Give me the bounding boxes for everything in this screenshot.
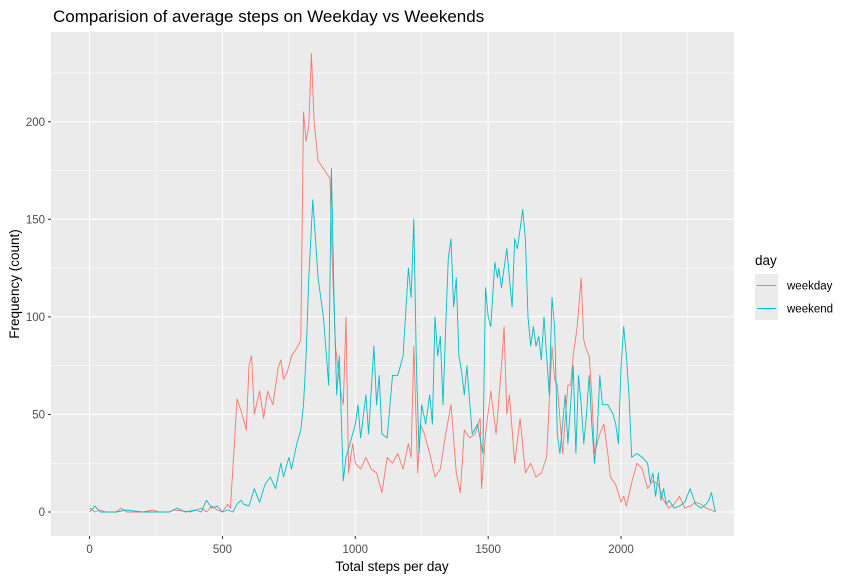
y-tick-label: 200 bbox=[26, 117, 45, 129]
legend-label-weekend: weekend bbox=[786, 304, 833, 316]
x-tick-label: 1000 bbox=[342, 544, 368, 556]
series-line-weekend bbox=[89, 168, 716, 513]
legend-label-weekday: weekday bbox=[786, 281, 833, 293]
major-grid bbox=[51, 32, 734, 536]
x-axis: 0 500 1000 1500 2000 bbox=[86, 536, 634, 556]
x-tick-label: 1500 bbox=[475, 544, 501, 556]
y-axis: 0 50 100 150 200 bbox=[26, 117, 51, 519]
plot-panel bbox=[51, 32, 734, 536]
chart-title: Comparision of average steps on Weekday … bbox=[53, 7, 484, 26]
x-tick-label: 0 bbox=[86, 544, 92, 556]
legend-title: day bbox=[755, 253, 777, 268]
legend: day weekday weekend bbox=[755, 253, 833, 320]
y-tick-label: 150 bbox=[26, 214, 45, 226]
x-tick-label: 2000 bbox=[608, 544, 634, 556]
y-axis-title: Frequency (count) bbox=[7, 229, 22, 339]
x-axis-title: Total steps per day bbox=[335, 559, 449, 574]
y-tick-label: 0 bbox=[39, 507, 45, 519]
x-tick-label: 500 bbox=[213, 544, 232, 556]
y-tick-label: 100 bbox=[26, 312, 45, 324]
y-tick-label: 50 bbox=[32, 409, 45, 421]
series-lines bbox=[89, 53, 716, 513]
